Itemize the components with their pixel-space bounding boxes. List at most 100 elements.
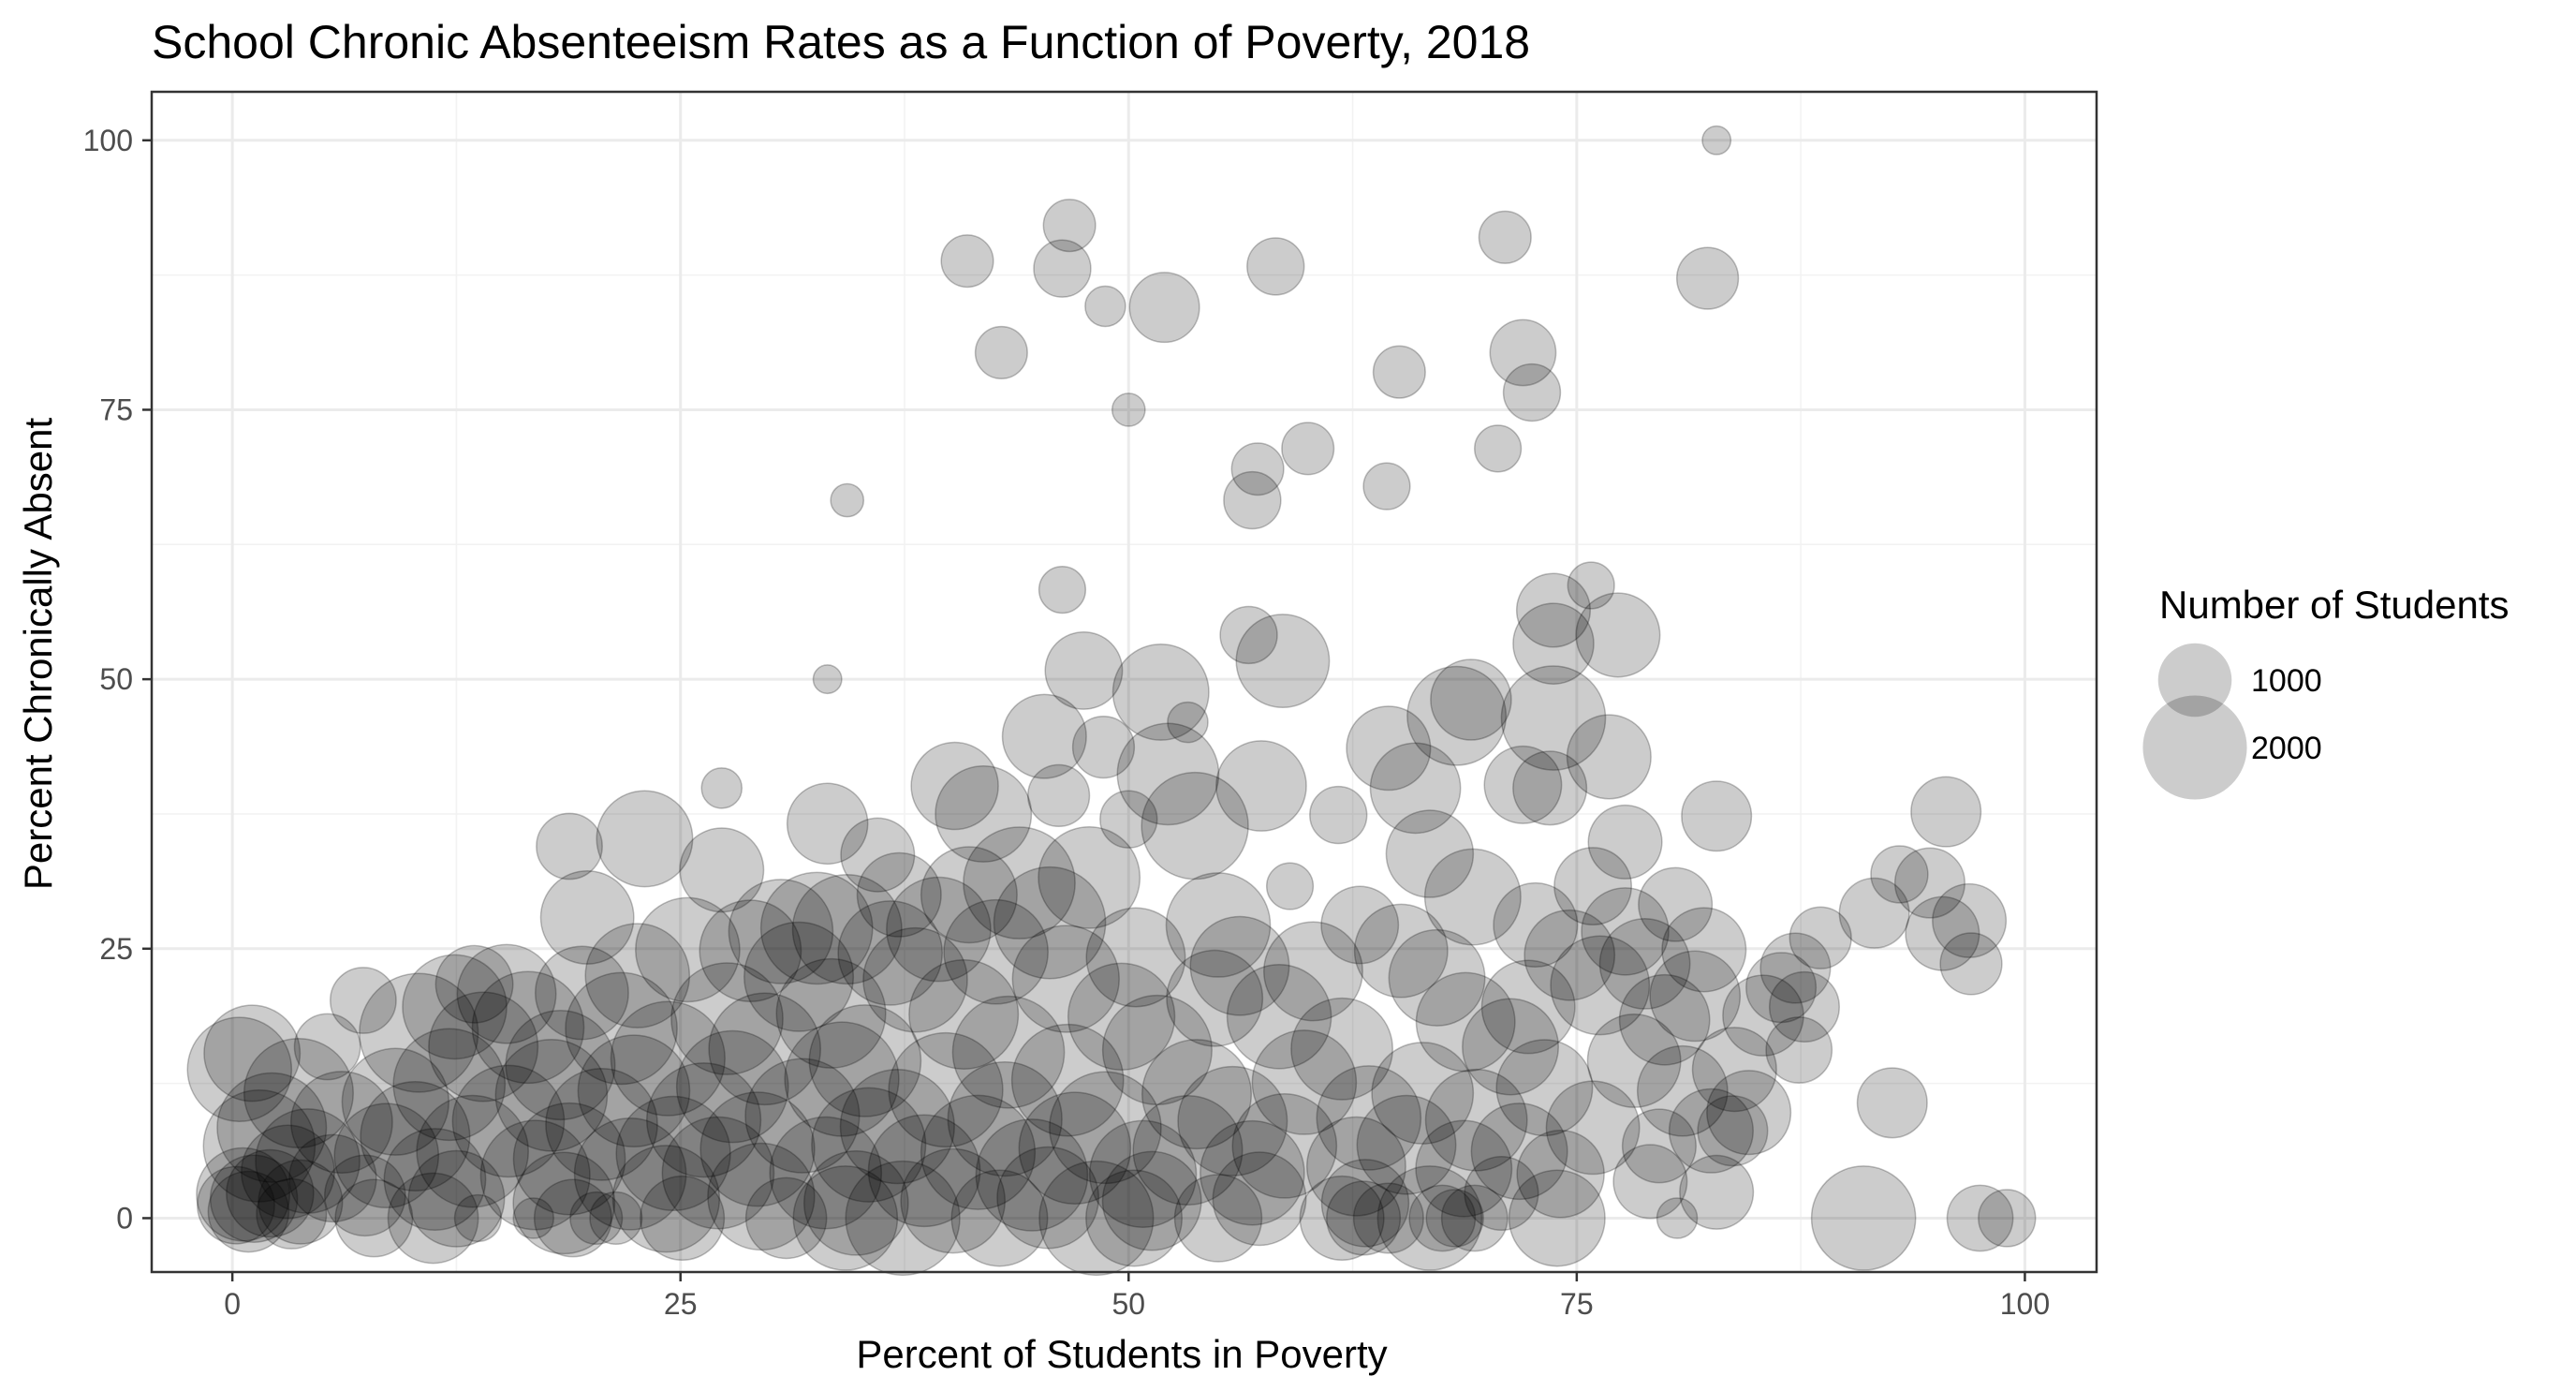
data-point bbox=[943, 898, 1049, 1005]
data-point bbox=[707, 1142, 816, 1251]
data-point bbox=[792, 1165, 899, 1271]
data-point bbox=[241, 1124, 335, 1220]
data-point bbox=[1128, 272, 1200, 344]
data-point bbox=[197, 1165, 275, 1245]
data-point bbox=[908, 958, 1020, 1071]
data-point bbox=[1408, 1184, 1477, 1252]
legend-key-circle bbox=[2142, 695, 2247, 800]
data-point bbox=[334, 1178, 414, 1258]
data-point bbox=[1371, 1042, 1475, 1145]
data-point bbox=[1346, 705, 1432, 792]
data-point bbox=[1765, 1016, 1833, 1084]
data-point bbox=[974, 325, 1028, 379]
data-point bbox=[1668, 1088, 1754, 1174]
data-point bbox=[1165, 872, 1272, 978]
data-point bbox=[1038, 1160, 1155, 1277]
data-point bbox=[341, 1047, 450, 1156]
data-point bbox=[670, 962, 784, 1075]
data-point bbox=[1425, 1189, 1484, 1248]
data-point bbox=[288, 1133, 377, 1223]
data-point bbox=[728, 879, 834, 984]
data-point bbox=[407, 1149, 506, 1248]
data-point bbox=[1356, 1094, 1457, 1195]
data-point bbox=[1575, 592, 1661, 678]
data-point bbox=[886, 876, 992, 983]
data-point bbox=[1722, 974, 1804, 1057]
data-point bbox=[935, 764, 1033, 863]
data-point bbox=[947, 1060, 1063, 1177]
data-point bbox=[1320, 1159, 1410, 1248]
data-point bbox=[1621, 1108, 1697, 1184]
data-point bbox=[1910, 776, 1982, 848]
data-point bbox=[471, 970, 585, 1085]
data-point bbox=[812, 664, 843, 695]
data-point bbox=[545, 1068, 658, 1181]
data-point bbox=[569, 1191, 624, 1245]
data-point bbox=[1636, 1044, 1729, 1137]
data-point bbox=[216, 1072, 328, 1183]
data-point bbox=[1223, 470, 1282, 530]
data-point bbox=[1388, 928, 1486, 1027]
data-point bbox=[1838, 877, 1910, 949]
data-point bbox=[920, 1094, 1037, 1210]
data-point bbox=[1177, 1065, 1288, 1176]
data-point bbox=[428, 991, 539, 1102]
legend-key-label: 2000 bbox=[2251, 731, 2322, 766]
size-legend: Number of Students 1000 2000 bbox=[2142, 583, 2510, 800]
data-point bbox=[635, 896, 741, 1003]
data-point bbox=[1946, 1184, 2014, 1252]
data-point bbox=[1706, 1070, 1792, 1156]
panel-background bbox=[152, 92, 2097, 1272]
data-point bbox=[1262, 921, 1363, 1022]
data-point bbox=[1385, 809, 1475, 898]
data-point bbox=[1085, 1169, 1184, 1267]
data-point bbox=[1550, 935, 1651, 1036]
data-point bbox=[256, 1177, 328, 1250]
data-point bbox=[1084, 285, 1126, 328]
legend-key-label: 1000 bbox=[2251, 663, 2322, 699]
data-point bbox=[534, 945, 629, 1041]
data-point bbox=[1111, 392, 1146, 427]
data-point bbox=[479, 1119, 591, 1231]
data-point bbox=[1675, 246, 1740, 310]
data-point bbox=[791, 874, 903, 985]
data-point bbox=[533, 1178, 612, 1258]
data-point bbox=[1502, 363, 1562, 422]
data-point bbox=[1362, 462, 1411, 511]
data-point bbox=[784, 1021, 900, 1137]
data-point bbox=[1810, 1165, 1917, 1271]
data-point bbox=[1679, 1154, 1755, 1230]
y-axis-ticks: 0 25 50 75 100 bbox=[83, 124, 152, 1235]
data-point bbox=[993, 866, 1107, 980]
data-point bbox=[226, 1148, 315, 1238]
data-point bbox=[1044, 630, 1124, 710]
data-point bbox=[1618, 973, 1711, 1066]
data-point bbox=[451, 1064, 566, 1178]
data-point bbox=[258, 1159, 344, 1245]
data-point bbox=[744, 1176, 828, 1260]
data-point bbox=[699, 1091, 816, 1207]
data-point bbox=[1932, 882, 2008, 958]
y-tick-label: 75 bbox=[99, 392, 133, 426]
data-point bbox=[1474, 424, 1523, 473]
x-axis-title: Percent of Students in Poverty bbox=[856, 1332, 1387, 1376]
data-point bbox=[1099, 790, 1158, 849]
data-point bbox=[786, 782, 869, 866]
data-point bbox=[1309, 785, 1368, 845]
x-axis-ticks: 0 25 50 75 100 bbox=[224, 1272, 2050, 1321]
data-point bbox=[708, 992, 822, 1106]
data-point bbox=[1508, 1169, 1606, 1267]
data-point bbox=[1464, 1155, 1539, 1232]
data-point bbox=[940, 234, 994, 289]
data-point bbox=[744, 1058, 861, 1174]
data-point bbox=[1299, 1175, 1385, 1262]
data-point bbox=[383, 1128, 487, 1231]
data-point bbox=[839, 1069, 955, 1185]
data-point bbox=[1586, 1014, 1682, 1108]
data-point bbox=[1495, 1039, 1594, 1137]
data-point bbox=[963, 826, 1076, 940]
data-point bbox=[811, 1087, 927, 1203]
data-point bbox=[1326, 1180, 1402, 1256]
data-point bbox=[845, 1160, 961, 1277]
data-point bbox=[387, 1172, 479, 1265]
